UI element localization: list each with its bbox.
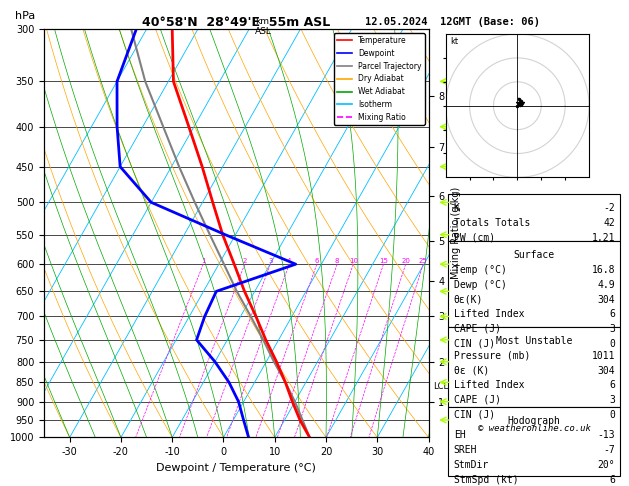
Text: Totals Totals: Totals Totals [454, 218, 530, 228]
Text: Dewp (°C): Dewp (°C) [454, 280, 506, 290]
X-axis label: Dewpoint / Temperature (°C): Dewpoint / Temperature (°C) [157, 463, 316, 473]
Text: -2: -2 [603, 204, 615, 213]
Text: EH: EH [454, 431, 465, 440]
Text: kt: kt [450, 36, 459, 46]
Text: 15: 15 [379, 258, 388, 264]
Text: SREH: SREH [454, 445, 477, 455]
Text: LCL: LCL [433, 382, 448, 391]
Text: CAPE (J): CAPE (J) [454, 395, 501, 405]
Bar [448, 242, 620, 327]
Text: 12.05.2024  12GMT (Base: 06): 12.05.2024 12GMT (Base: 06) [365, 17, 540, 27]
Text: 16.8: 16.8 [591, 265, 615, 275]
Text: Pressure (mb): Pressure (mb) [454, 351, 530, 361]
Text: 3: 3 [268, 258, 272, 264]
Text: 6: 6 [609, 380, 615, 390]
Bar [448, 194, 620, 242]
Text: 304: 304 [598, 365, 615, 376]
Text: 4.9: 4.9 [598, 280, 615, 290]
Text: 10: 10 [348, 258, 358, 264]
Text: θε (K): θε (K) [454, 365, 489, 376]
Text: Hodograph: Hodograph [508, 416, 560, 426]
Title: 40°58'N  28°49'E  55m ASL: 40°58'N 28°49'E 55m ASL [142, 16, 330, 29]
Text: km
ASL: km ASL [255, 17, 272, 36]
Text: PW (cm): PW (cm) [454, 233, 495, 243]
Text: CIN (J): CIN (J) [454, 410, 495, 419]
Text: K: K [454, 204, 460, 213]
Text: 20: 20 [401, 258, 410, 264]
Text: -7: -7 [603, 445, 615, 455]
Text: 2: 2 [243, 258, 247, 264]
Text: Temp (°C): Temp (°C) [454, 265, 506, 275]
Text: 6: 6 [314, 258, 319, 264]
Text: 20°: 20° [598, 460, 615, 470]
Text: StmDir: StmDir [454, 460, 489, 470]
Text: 0: 0 [609, 339, 615, 348]
Text: 3: 3 [609, 324, 615, 334]
Text: -13: -13 [598, 431, 615, 440]
Text: CAPE (J): CAPE (J) [454, 324, 501, 334]
Text: 1.21: 1.21 [591, 233, 615, 243]
Text: 4: 4 [287, 258, 291, 264]
Bar [448, 327, 620, 407]
Text: Lifted Index: Lifted Index [454, 380, 524, 390]
Text: 0: 0 [609, 410, 615, 419]
Text: 6: 6 [609, 474, 615, 485]
Text: 1: 1 [201, 258, 206, 264]
Text: Surface: Surface [514, 250, 555, 260]
Text: © weatheronline.co.uk: © weatheronline.co.uk [478, 424, 591, 434]
Text: θε(K): θε(K) [454, 295, 483, 305]
Text: 304: 304 [598, 295, 615, 305]
Text: 3: 3 [609, 395, 615, 405]
Y-axis label: Mixing Ratio (g/kg): Mixing Ratio (g/kg) [452, 187, 462, 279]
Y-axis label: hPa: hPa [14, 11, 35, 21]
Text: 8: 8 [335, 258, 340, 264]
Text: 6: 6 [609, 309, 615, 319]
Bar [448, 407, 620, 476]
Text: CIN (J): CIN (J) [454, 339, 495, 348]
Text: 25: 25 [419, 258, 428, 264]
Text: Lifted Index: Lifted Index [454, 309, 524, 319]
Text: 1011: 1011 [591, 351, 615, 361]
Text: StmSpd (kt): StmSpd (kt) [454, 474, 518, 485]
Text: 42: 42 [603, 218, 615, 228]
Text: Most Unstable: Most Unstable [496, 336, 572, 346]
Legend: Temperature, Dewpoint, Parcel Trajectory, Dry Adiabat, Wet Adiabat, Isotherm, Mi: Temperature, Dewpoint, Parcel Trajectory… [334, 33, 425, 125]
